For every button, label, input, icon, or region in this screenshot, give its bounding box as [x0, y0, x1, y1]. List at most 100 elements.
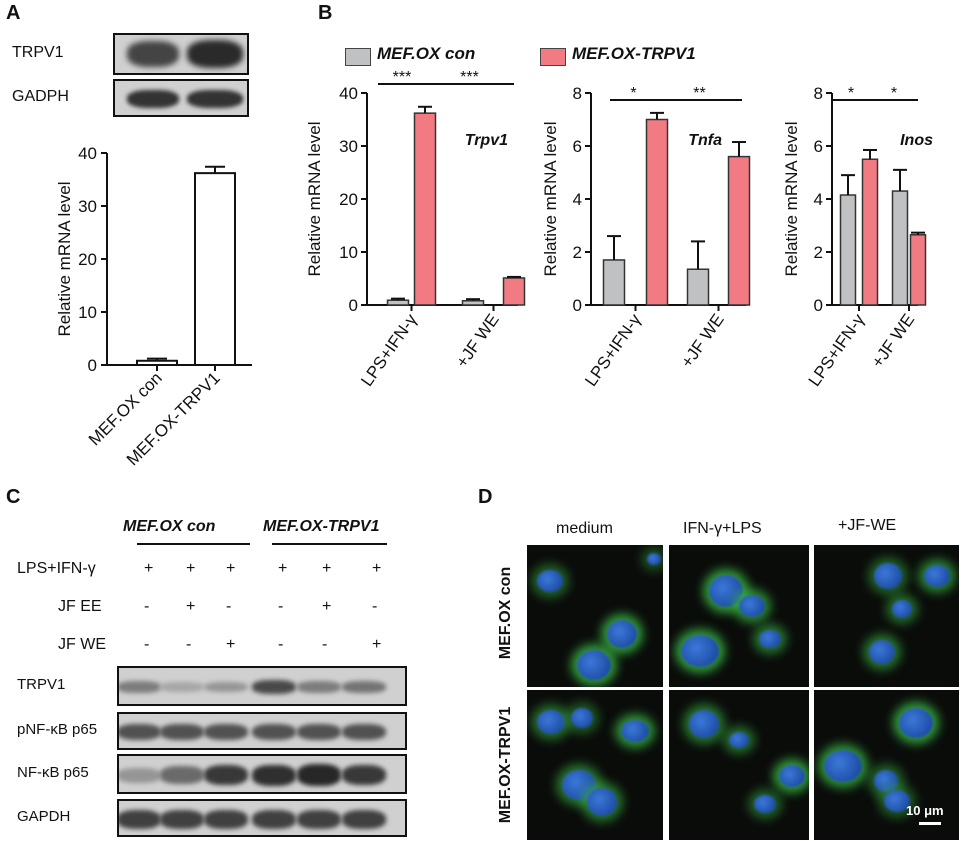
cell-nucleus — [899, 708, 933, 738]
cell-nucleus — [874, 770, 898, 792]
cell-nucleus — [571, 708, 593, 728]
panel-label-d: D — [478, 486, 493, 508]
y-axis-label: Relative mRNA level — [782, 122, 801, 277]
legend-label-con: MEF.OX con — [377, 44, 476, 63]
blot-band — [204, 809, 248, 829]
group-line-trpv1 — [272, 543, 387, 545]
row-label-trpv1: MEF.OX-TRPV1 — [497, 706, 514, 824]
significance-label: * — [848, 85, 854, 102]
cell-nucleus — [537, 710, 565, 734]
blot-label: NF-κB p65 — [17, 764, 89, 781]
bar — [136, 359, 178, 366]
condition-value: + — [226, 560, 236, 577]
condition-value: + — [372, 636, 382, 653]
y-tick-label: 2 — [573, 243, 582, 262]
bar — [386, 299, 410, 306]
microscopy-panel — [527, 545, 663, 687]
condition-value: + — [186, 560, 196, 577]
microscopy-panel — [814, 545, 959, 687]
y-tick-label: 40 — [78, 144, 97, 163]
scalebar — [919, 822, 941, 825]
blot-band — [119, 809, 161, 829]
condition-label: LPS+IFN-γ — [17, 560, 96, 577]
blot-band — [204, 681, 248, 693]
condition-value: - — [278, 598, 284, 615]
bar — [502, 277, 526, 306]
condition-label: JF EE — [58, 598, 102, 615]
cell-nucleus — [729, 732, 749, 748]
blot-band — [204, 764, 248, 786]
y-axis-label: Relative mRNA level — [541, 122, 560, 277]
blot-band — [342, 764, 386, 786]
microscopy-panel — [527, 690, 663, 840]
blot-band — [160, 682, 204, 692]
y-tick-label: 30 — [78, 197, 97, 216]
y-tick-label: 4 — [814, 190, 823, 209]
blot — [117, 754, 407, 794]
blot-band — [342, 681, 386, 693]
condition-value: + — [322, 560, 332, 577]
y-tick-label: 20 — [78, 250, 97, 269]
blot — [117, 799, 407, 837]
blot-label: pNF-κB p65 — [17, 721, 98, 738]
cell-nucleus — [681, 635, 719, 667]
condition-value: - — [278, 636, 284, 653]
x-tick-label: LPS+IFN-γ — [581, 310, 645, 390]
blot-label: GAPDH — [17, 808, 71, 825]
legend-swatch-con — [345, 48, 371, 66]
cell-nucleus — [884, 790, 910, 812]
significance-label: ** — [693, 85, 705, 102]
chart-title: Inos — [900, 132, 933, 149]
cell-nucleus — [892, 600, 912, 618]
cell-nucleus — [824, 750, 862, 782]
bar — [839, 194, 857, 306]
y-tick-label: 8 — [814, 84, 823, 103]
blot — [117, 712, 407, 750]
bar — [461, 300, 485, 306]
condition-value: + — [322, 598, 332, 615]
blot-label-trpv1: TRPV1 — [12, 44, 64, 61]
condition-value: - — [322, 636, 328, 653]
y-tick-label: 6 — [573, 137, 582, 156]
blot-band — [204, 723, 248, 741]
significance-label: *** — [460, 70, 479, 86]
condition-value: + — [226, 636, 236, 653]
blot-band — [160, 723, 204, 741]
condition-value: - — [144, 598, 150, 615]
blot-band — [297, 809, 341, 829]
y-axis-label: Relative mRNA level — [305, 122, 324, 277]
bar — [891, 190, 909, 306]
significance-label: *** — [393, 70, 412, 86]
legend-label-trpv1: MEF.OX-TRPV1 — [572, 44, 696, 63]
blot-gadph-a — [113, 79, 249, 117]
y-tick-label: 0 — [573, 296, 582, 315]
significance-label: * — [891, 85, 897, 102]
scalebar-label: 10 μm — [906, 803, 944, 818]
cell-nucleus — [621, 720, 649, 742]
microscopy-panel — [669, 545, 809, 687]
x-tick-label: +JF WE — [868, 310, 919, 371]
blot-trpv1-a — [113, 33, 249, 75]
bar — [727, 155, 751, 306]
chart-title: Trpv1 — [465, 132, 508, 149]
blot-band — [160, 766, 204, 784]
y-tick-label: 2 — [814, 243, 823, 262]
panel-label-c: C — [6, 486, 21, 508]
chart-title: Tnfa — [688, 132, 722, 149]
column-label-ifn-lps: IFN-γ+LPS — [683, 520, 762, 537]
blot — [117, 666, 407, 706]
bar — [686, 268, 710, 306]
blot-band — [342, 723, 386, 741]
y-tick-label: 8 — [573, 84, 582, 103]
condition-label: JF WE — [58, 636, 106, 653]
microscopy-panel — [669, 690, 809, 840]
cell-nucleus — [869, 640, 895, 664]
condition-value: + — [372, 560, 382, 577]
bar — [602, 259, 626, 306]
row-label-con-wrap: MEF.OX con — [488, 545, 524, 680]
bar — [861, 158, 879, 306]
condition-value: - — [372, 598, 378, 615]
bar — [194, 172, 236, 366]
significance-label: * — [630, 85, 636, 102]
